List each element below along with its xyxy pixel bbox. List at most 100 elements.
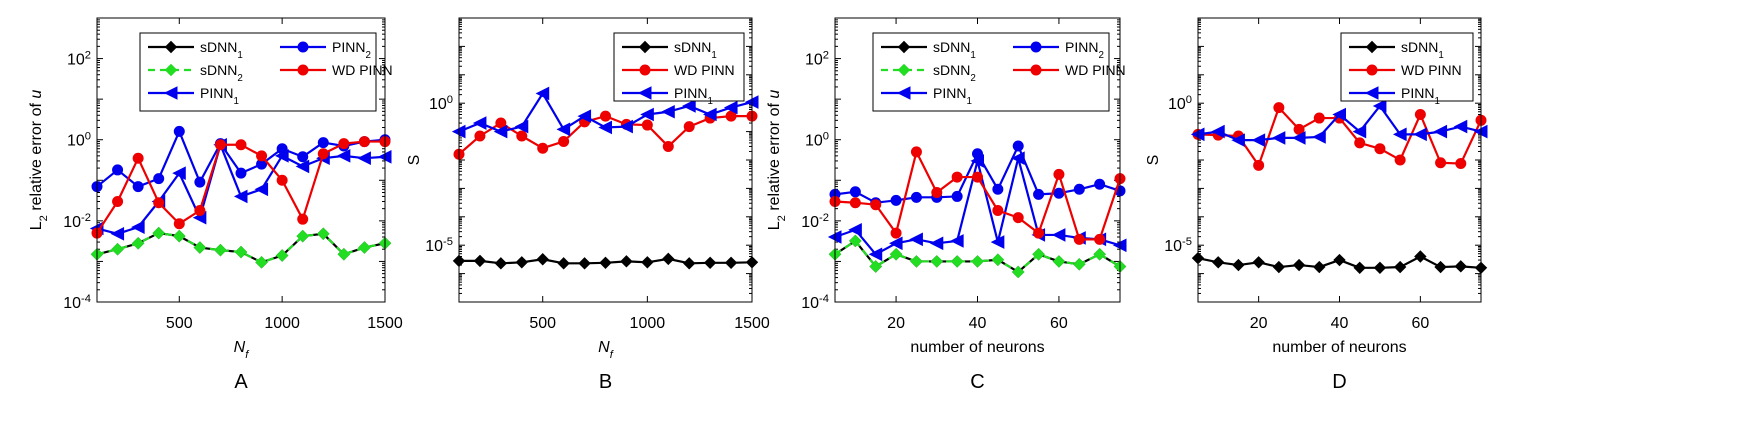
data-point — [950, 255, 964, 268]
data-point — [276, 143, 288, 155]
chart-panel-a: 500 1000 1500 10-4 10-2 100 102 sDNN1 PINN2 sDNN2… — [28, 17, 403, 393]
data-point — [131, 237, 145, 250]
legend-marker — [1364, 86, 1379, 100]
data-point — [111, 243, 124, 256]
panel-label: C — [970, 371, 984, 393]
data-point — [317, 227, 330, 240]
legend-marker — [163, 86, 178, 100]
panel-label: B — [599, 371, 612, 393]
data-point — [1012, 140, 1024, 152]
legend-marker — [164, 40, 178, 54]
data-point — [557, 257, 570, 270]
y-tick-label: 10-4 — [63, 293, 91, 312]
y-tick-label: 100 — [805, 131, 829, 150]
data-point — [1231, 133, 1245, 147]
axes-frame — [458, 17, 753, 303]
data-point — [173, 125, 185, 137]
data-point — [971, 255, 984, 268]
data-point — [214, 243, 227, 257]
data-point — [358, 241, 371, 254]
series-4 — [829, 146, 1126, 245]
legend-box — [613, 32, 745, 102]
legend-label: PINN2 — [332, 39, 371, 61]
data-point — [112, 195, 124, 207]
x-axis-label: Nf — [234, 339, 251, 361]
data-point — [1374, 143, 1386, 155]
data-point — [1052, 255, 1066, 268]
y-tick-label: 10-5 — [425, 236, 453, 255]
data-point — [515, 256, 528, 269]
data-point — [1292, 258, 1306, 272]
data-point — [1051, 228, 1066, 242]
data-point — [1073, 233, 1085, 245]
data-point — [930, 255, 943, 268]
data-point — [1032, 248, 1045, 261]
y-axis-label: S — [406, 155, 423, 166]
y-tick-label: 102 — [805, 50, 829, 69]
series-1 — [828, 234, 1127, 279]
data-point — [1073, 183, 1085, 195]
data-point — [1414, 250, 1427, 263]
data-point — [849, 186, 861, 198]
data-point — [910, 146, 922, 158]
data-point — [193, 241, 207, 254]
data-point — [1211, 124, 1225, 139]
series-2 — [1190, 99, 1488, 147]
data-point — [194, 205, 206, 217]
series-line — [834, 239, 1121, 274]
x-tick-label: 1000 — [630, 315, 666, 332]
data-point — [1272, 260, 1286, 274]
data-point — [516, 130, 528, 142]
data-point — [972, 148, 983, 160]
data-point — [929, 236, 944, 251]
data-point — [1212, 256, 1225, 269]
data-point — [536, 253, 549, 266]
y-axis-label: L2 relative error of u — [766, 90, 788, 231]
x-tick-label: 1500 — [367, 315, 403, 332]
x-tick-label: 1500 — [734, 315, 770, 332]
x-tick-label: 40 — [969, 315, 987, 332]
data-point — [336, 149, 351, 163]
data-point — [256, 150, 268, 162]
data-point — [890, 194, 902, 206]
legend-label: sDNN1 — [1401, 39, 1444, 61]
data-point — [235, 167, 247, 179]
data-point — [870, 199, 882, 211]
y-axis-label: L2 relative error of u — [28, 90, 50, 231]
data-point — [992, 205, 1004, 217]
data-point — [1433, 124, 1448, 139]
data-point — [276, 174, 288, 186]
y-tick-label: 10-2 — [801, 212, 829, 231]
y-tick-label: 100 — [429, 94, 453, 113]
y-tick-label: 10-4 — [801, 293, 829, 312]
data-point — [1393, 260, 1407, 274]
y-tick-label: 100 — [1168, 94, 1192, 113]
data-point — [297, 213, 309, 225]
legend-marker — [897, 63, 911, 77]
legend-marker — [1030, 64, 1042, 76]
data-point — [990, 235, 1005, 249]
data-point — [173, 218, 185, 230]
data-point — [295, 159, 310, 174]
data-point — [723, 100, 738, 115]
panel-label: D — [1332, 371, 1346, 393]
data-point — [910, 255, 923, 268]
legend-marker — [297, 41, 309, 53]
data-point — [578, 257, 591, 270]
data-point — [556, 122, 571, 137]
data-point — [254, 182, 269, 197]
legend-label: PINN1 — [674, 85, 713, 107]
data-point — [214, 139, 226, 151]
legend-label: PINN2 — [1065, 39, 1104, 61]
data-point — [662, 140, 674, 152]
data-point — [233, 189, 248, 204]
data-point — [1434, 260, 1447, 274]
data-point — [297, 151, 309, 163]
data-point — [317, 137, 329, 149]
legend-marker — [1366, 64, 1378, 76]
legend-label: sDNN1 — [933, 39, 976, 61]
data-point — [1253, 159, 1265, 171]
